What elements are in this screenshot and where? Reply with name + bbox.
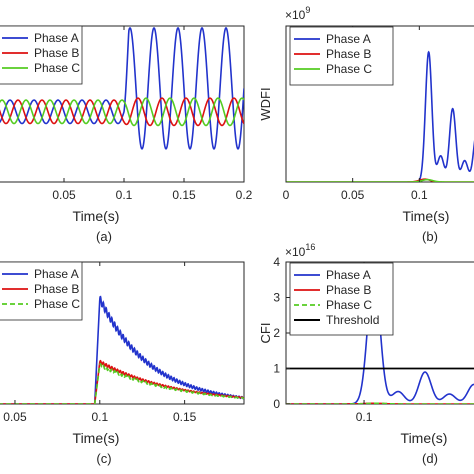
series-line-3-0 <box>286 271 474 404</box>
legend-label-1-0: Phase A <box>326 32 371 46</box>
y-tick-label-3-4: 4 <box>273 255 280 269</box>
legend-label-2-0: Phase A <box>34 267 79 281</box>
series-line-2-0 <box>0 295 244 404</box>
series-line-0-2 <box>0 97 244 127</box>
y-tick-label-3-1: 1 <box>273 362 280 376</box>
legend-box-2 <box>0 261 83 321</box>
x-tick-label-0-1: 0.1 <box>116 188 133 202</box>
x-tick-label-1-2: 0.1 <box>411 188 428 202</box>
legend-label-3-2: Phase C <box>326 298 372 312</box>
legend-label-1-1: Phase B <box>326 47 371 61</box>
x-axis-label-3: Time(s) <box>401 430 448 446</box>
x-tick-label-0-3: 0.2 <box>236 188 253 202</box>
x-axis-label-1: Time(s) <box>403 208 450 224</box>
x-axis-label-2: Time(s) <box>73 430 120 446</box>
y-multiplier-exp-3: 16 <box>305 242 315 252</box>
legend-label-3-1: Phase B <box>326 283 371 297</box>
legend-box-1 <box>289 26 394 86</box>
series-line-1-0 <box>286 50 474 182</box>
y-tick-label-3-2: 2 <box>273 326 280 340</box>
legend-label-0-1: Phase B <box>34 46 79 60</box>
x-tick-label-2-1: 0.1 <box>91 410 108 424</box>
x-tick-label-2-0: 0.05 <box>3 410 27 424</box>
y-multiplier-1: ×109 <box>285 5 310 22</box>
legend-box-0 <box>0 25 83 85</box>
y-multiplier-exp-1: 9 <box>305 5 310 15</box>
x-tick-label-3-0: 0.1 <box>356 410 373 424</box>
legend-label-0-2: Phase C <box>34 61 80 75</box>
y-axis-label-3: CFI <box>258 323 273 344</box>
legend-label-2-2: Phase C <box>34 297 80 311</box>
legend-label-3-3: Threshold <box>326 313 379 327</box>
y-axis-label-1: WDFI <box>258 87 273 120</box>
panel-caption-3: (d) <box>422 451 438 466</box>
x-axis-label-0: Time(s) <box>73 208 120 224</box>
panel-caption-2: (c) <box>96 451 111 466</box>
x-tick-label-1-1: 0.05 <box>341 188 365 202</box>
panel-caption-0: (a) <box>96 229 112 244</box>
y-tick-label-3-3: 3 <box>273 291 280 305</box>
legend-label-3-0: Phase A <box>326 268 371 282</box>
x-tick-label-2-2: 0.15 <box>173 410 197 424</box>
series-line-2-2 <box>0 362 244 404</box>
x-tick-label-1-0: 0 <box>283 188 290 202</box>
legend-label-1-2: Phase C <box>326 62 372 76</box>
series-line-3-2 <box>286 402 474 404</box>
legend-label-2-1: Phase B <box>34 282 79 296</box>
series-line-0-0 <box>0 27 244 150</box>
panel-caption-1: (b) <box>422 229 438 244</box>
legend-label-0-0: Phase A <box>34 31 79 45</box>
x-tick-label-0-0: 0.05 <box>52 188 76 202</box>
x-tick-label-0-2: 0.15 <box>172 188 196 202</box>
series-line-0-1 <box>0 97 244 127</box>
y-tick-label-3-0: 0 <box>273 397 280 411</box>
y-multiplier-3: ×1016 <box>285 242 315 259</box>
